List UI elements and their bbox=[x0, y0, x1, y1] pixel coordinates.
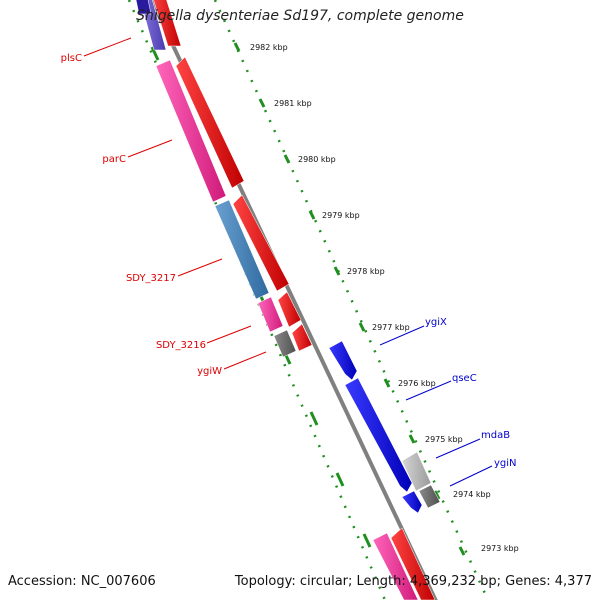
tick-label-2982: 2982 kbp bbox=[250, 43, 288, 52]
tick-labels: 2982 kbp 2981 kbp 2980 kbp 2979 kbp 2978… bbox=[250, 43, 519, 553]
backbone-band bbox=[161, 0, 444, 600]
gene-red-small-a[interactable] bbox=[277, 291, 302, 328]
gene-red-mid[interactable] bbox=[232, 194, 290, 292]
tick-label-2977: 2977 kbp bbox=[372, 323, 410, 332]
right-gene-labels: ygiX qseC mdaB ygiN bbox=[425, 317, 517, 469]
label-SDY_3217[interactable]: SDY_3217 bbox=[126, 273, 176, 284]
tick-label-2973: 2973 kbp bbox=[481, 544, 519, 553]
gene-ygiX[interactable] bbox=[328, 340, 358, 381]
tick-label-2974: 2974 kbp bbox=[453, 490, 491, 499]
left-leaders bbox=[83, 37, 267, 370]
gene-top-navy[interactable] bbox=[135, 0, 152, 15]
label-ygiN[interactable]: ygiN bbox=[494, 458, 517, 469]
gene-bottom-red[interactable] bbox=[390, 527, 436, 600]
gene-top-red[interactable] bbox=[152, 0, 182, 47]
tick-label-2976: 2976 kbp bbox=[398, 379, 436, 388]
label-plsC[interactable]: plsC bbox=[61, 53, 82, 64]
tick-ring-outer bbox=[213, 0, 490, 600]
genome-summary-text: Topology: circular; Length: 4,369,232 bp… bbox=[234, 574, 592, 589]
gene-features bbox=[135, 0, 441, 600]
tick-label-2975: 2975 kbp bbox=[425, 435, 463, 444]
gene-gray-small[interactable] bbox=[418, 484, 441, 509]
gene-ygiW[interactable] bbox=[273, 329, 297, 358]
gene-parC[interactable] bbox=[155, 59, 227, 203]
gene-red-small-b[interactable] bbox=[291, 323, 313, 352]
gene-SDY_3217[interactable] bbox=[214, 199, 270, 300]
gene-qseC[interactable] bbox=[344, 377, 413, 493]
left-gene-labels: plsC parC SDY_3217 SDY_3216 ygiW bbox=[61, 53, 222, 377]
label-mdaB[interactable]: mdaB bbox=[481, 430, 510, 441]
label-ygiW[interactable]: ygiW bbox=[197, 366, 222, 377]
gene-mdaB[interactable] bbox=[401, 451, 432, 492]
gene-red-long[interactable] bbox=[175, 56, 245, 189]
accession-text: Accession: NC_007606 bbox=[8, 574, 156, 589]
tick-label-2981: 2981 kbp bbox=[274, 99, 312, 108]
gene-ygiN[interactable] bbox=[401, 490, 423, 514]
label-qseC[interactable]: qseC bbox=[452, 373, 477, 384]
label-SDY_3216[interactable]: SDY_3216 bbox=[156, 340, 206, 351]
right-leaders bbox=[379, 325, 493, 487]
tick-label-2979: 2979 kbp bbox=[322, 211, 360, 220]
gene-SDY_3216[interactable] bbox=[257, 296, 284, 333]
tick-label-2978: 2978 kbp bbox=[347, 267, 385, 276]
tick-label-2980: 2980 kbp bbox=[298, 155, 336, 164]
label-parC[interactable]: parC bbox=[102, 154, 126, 165]
label-ygiX[interactable]: ygiX bbox=[425, 317, 447, 328]
gene-bottom-pink[interactable] bbox=[372, 532, 419, 600]
